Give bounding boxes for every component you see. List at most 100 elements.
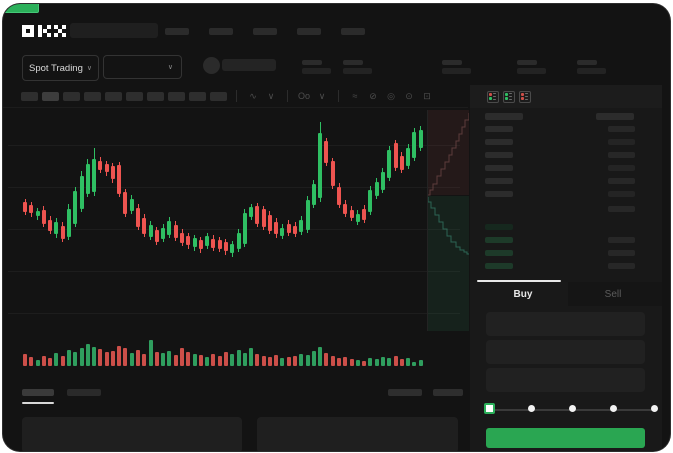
ask-row-amount[interactable] [608,152,635,158]
ask-row-price[interactable] [485,152,513,158]
volume-bar [343,357,348,366]
market-type-dropdown[interactable]: Spot Trading ∨ [22,55,99,81]
ask-row-amount[interactable] [608,178,635,184]
candle-body [148,225,153,237]
candle-body [406,148,411,166]
chart-toolbar: ∿ ∨ Oo ∨ ≈ ⊘ ◎ ⊙ ⊡ [21,90,434,102]
search-input[interactable] [70,23,158,38]
draw-icon[interactable]: ⊘ [369,91,377,101]
ask-row-price[interactable] [485,165,513,171]
market-type-label: Spot Trading [29,62,83,74]
volume-bar [418,360,423,366]
fullscreen-icon[interactable]: ⊡ [423,91,431,101]
chevron-down-icon[interactable]: ∨ [267,91,275,101]
bid-row-price[interactable] [485,263,513,269]
candle-body [41,210,46,224]
volume-bar [92,347,97,366]
candle-body [54,222,59,234]
volume-bar [349,359,354,366]
candle-body [154,230,159,242]
bid-row-amount[interactable] [608,237,635,243]
buy-submit-button[interactable] [486,428,645,448]
bottom-tab-open-orders[interactable] [22,389,54,396]
bid-row-amount[interactable] [608,263,635,269]
candle-body [161,228,166,239]
ask-row-price[interactable] [485,126,513,132]
volume-bar [217,356,222,366]
candle-body [223,242,228,251]
bid-row-price[interactable] [485,224,513,230]
candle-body [387,150,392,178]
bid-row-price[interactable] [485,237,513,243]
chevron-down-icon: ∨ [86,65,92,72]
settings-icon[interactable]: ⊙ [405,91,413,101]
timeframe-button[interactable] [147,91,164,101]
timeframe-button[interactable] [126,91,143,101]
timeframe-button[interactable] [168,91,185,101]
timeframe-button[interactable] [84,91,101,101]
orderbook-layout-asks-icon[interactable] [519,91,531,103]
nav-item-placeholder[interactable] [253,28,277,35]
ask-row-price[interactable] [485,191,513,197]
slider-handle[interactable] [484,403,495,414]
candle-body [380,172,385,190]
nav-item-placeholder[interactable] [341,28,365,35]
tab-buy[interactable]: Buy [513,288,533,300]
ask-row-amount[interactable] [608,165,635,171]
bottom-tab-order-history[interactable] [67,389,101,396]
ask-row-price[interactable] [485,178,513,184]
candle-body [324,141,329,163]
orderbook-layout-split-icon[interactable] [487,91,499,103]
candle-body [198,240,203,249]
slider-stop-dot[interactable] [609,405,617,412]
timeframe-button[interactable] [210,91,227,101]
compare-icon[interactable]: ≈ [352,91,358,101]
ask-row-amount[interactable] [608,126,635,132]
slider-stop-dot[interactable] [650,405,658,412]
candle-body [349,210,354,218]
volume-bar [412,362,417,366]
indicators-icon[interactable]: Oo [297,91,310,101]
orders-table-placeholder [22,417,242,451]
ask-row-amount[interactable] [608,206,635,212]
chart-style-icon[interactable]: ∿ [249,91,257,101]
slider-stop-dot[interactable] [568,405,576,412]
last-price-highlight[interactable] [3,4,39,13]
nav-item-placeholder[interactable] [297,28,321,35]
nav-item-placeholder[interactable] [209,28,233,35]
order-input-field[interactable] [486,312,645,336]
order-input-field[interactable] [486,368,645,392]
timeframe-button[interactable] [21,91,38,101]
timeframe-button[interactable] [42,91,59,101]
slider-stop-dot[interactable] [527,405,535,412]
tab-sell[interactable]: Sell [604,288,622,300]
candle-body [299,220,304,232]
bid-row-amount[interactable] [608,250,635,256]
bottom-filter-placeholder[interactable] [433,389,463,396]
candle-body [393,143,398,168]
orderbook-layout-bids-icon[interactable] [503,91,515,103]
order-input-field[interactable] [486,340,645,364]
pair-selector-dropdown[interactable]: ∨ [103,55,182,79]
bid-row-price[interactable] [485,250,513,256]
gridline [8,145,460,146]
chevron-down-icon[interactable]: ∨ [318,91,326,101]
candle-body [318,133,323,198]
pair-avatar[interactable] [203,57,220,74]
depth-chart [427,110,469,331]
trade-form-panel [470,282,662,451]
volume-bar [79,348,84,366]
ask-row-price[interactable] [485,139,513,145]
timeframe-button[interactable] [105,91,122,101]
chevron-down-icon: ∨ [167,64,173,71]
nav-item-placeholder[interactable] [165,28,189,35]
timeframe-button[interactable] [189,91,206,101]
ask-row-amount[interactable] [608,139,635,145]
bottom-filter-placeholder[interactable] [388,389,422,396]
snapshot-icon[interactable]: ◎ [387,91,395,101]
timeframe-button[interactable] [63,91,80,101]
volume-bar [29,357,34,366]
volume-bar [154,352,159,366]
ask-row-amount[interactable] [608,191,635,197]
volume-bar [136,350,141,366]
